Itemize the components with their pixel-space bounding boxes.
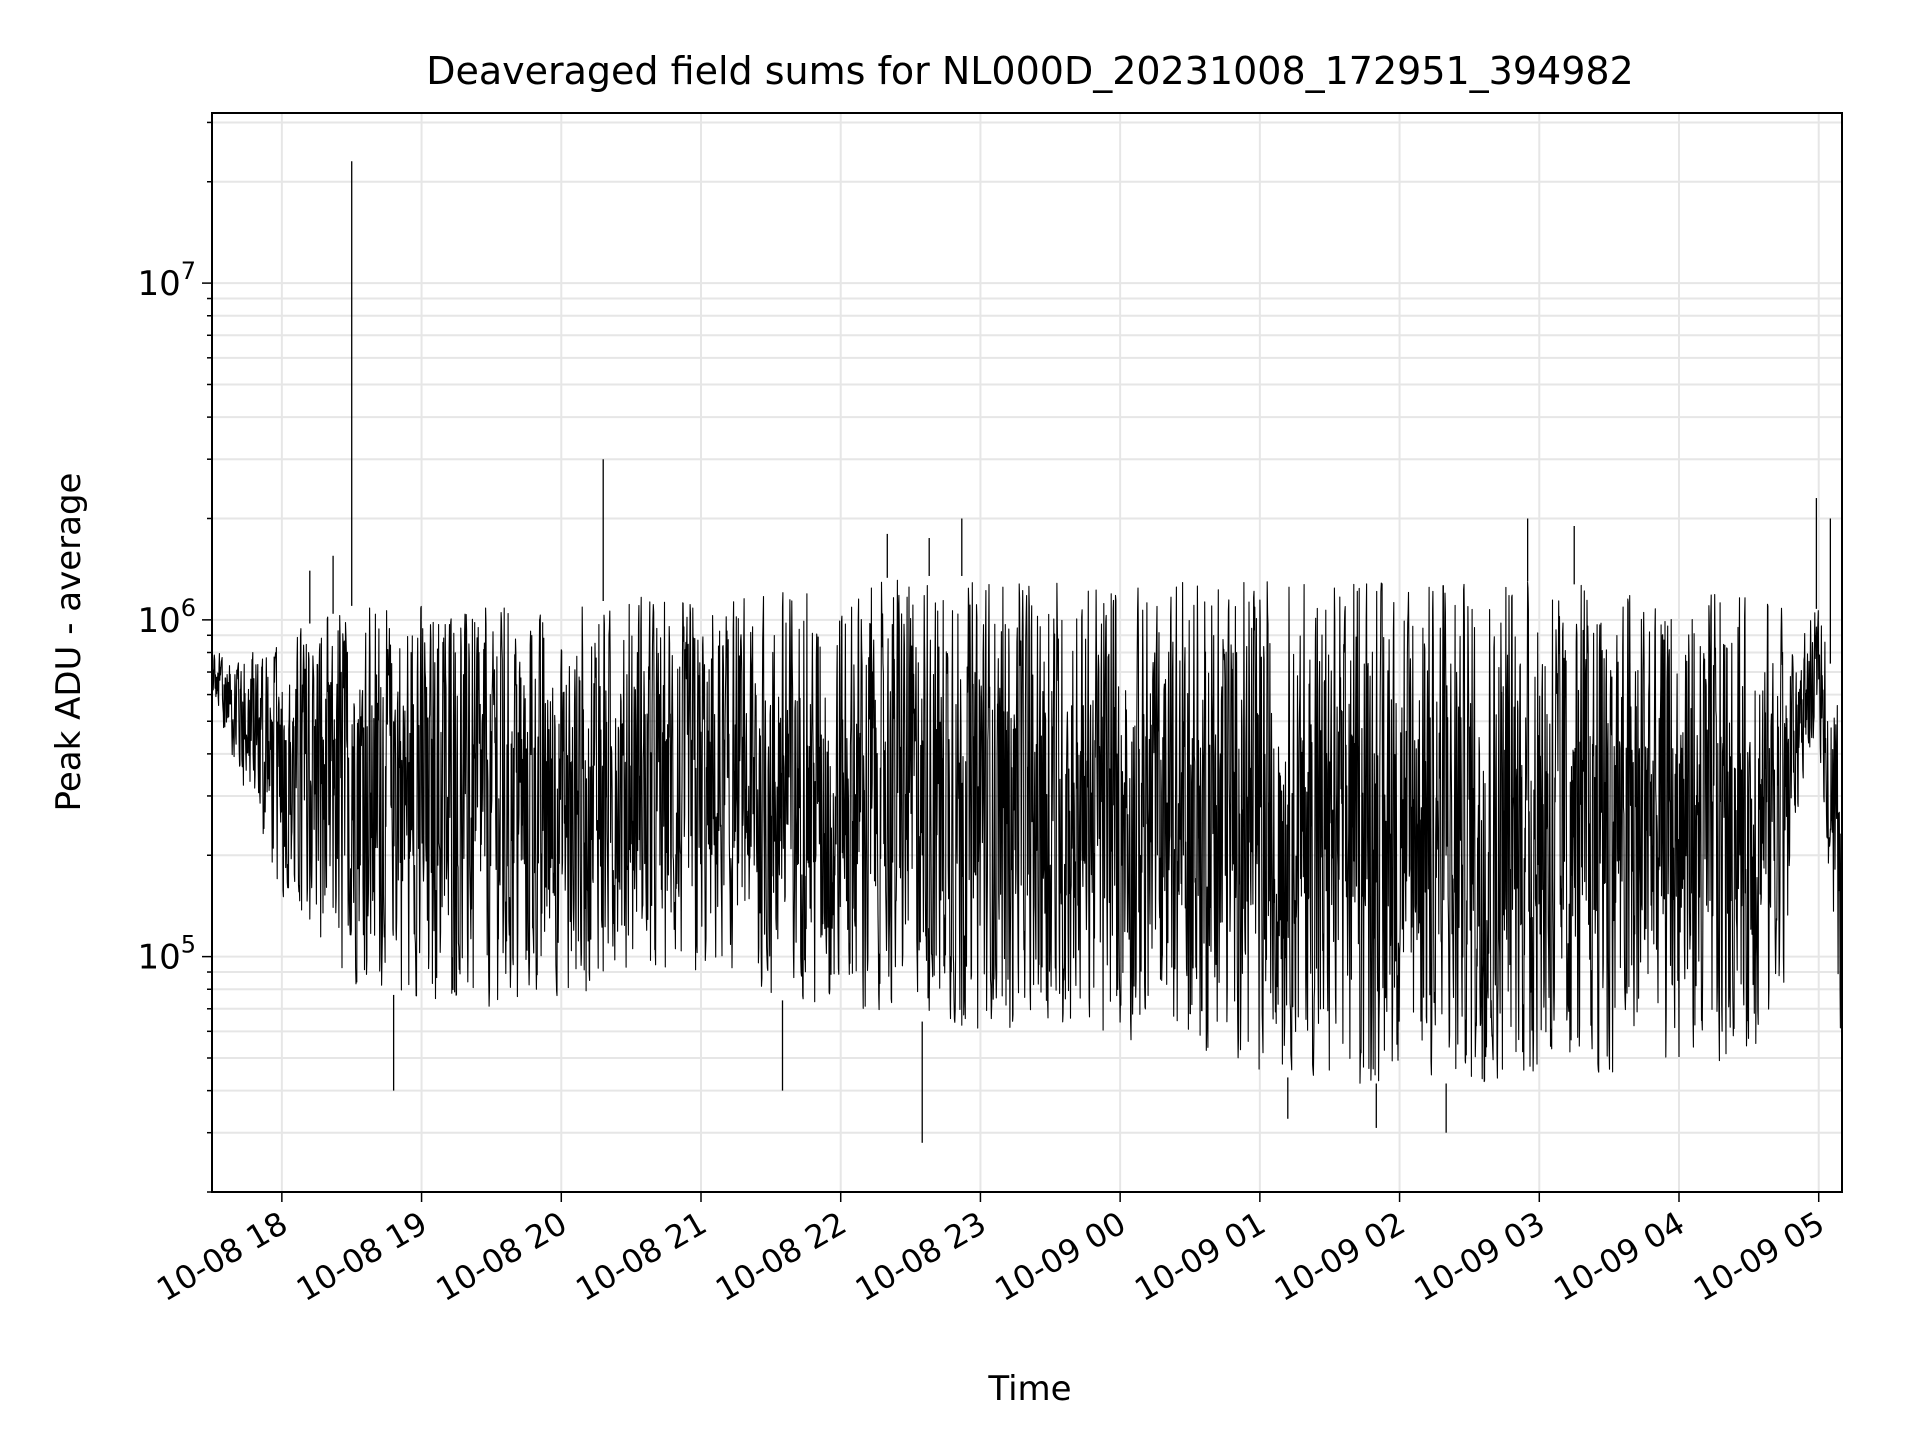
series-line (211, 579, 1843, 1084)
plot-area (211, 161, 1843, 1143)
y-tick-label: 105 (137, 931, 196, 978)
y-axis-label: Peak ADU - average (49, 473, 89, 812)
x-axis-label: Time (987, 1369, 1071, 1409)
y-tick-label: 106 (137, 594, 196, 641)
y-tick-label: 107 (137, 257, 196, 304)
chart-title: Deaveraged field sums for NL000D_2023100… (426, 49, 1634, 93)
